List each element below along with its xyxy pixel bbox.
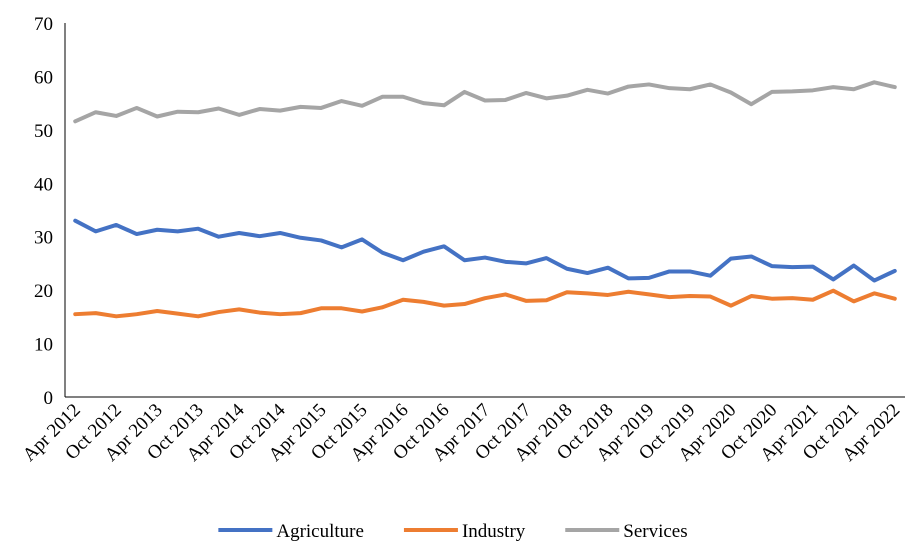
y-tick-label: 30 <box>34 228 53 249</box>
series-line <box>73 80 897 124</box>
y-tick-label: 60 <box>34 67 53 88</box>
series-line <box>73 218 897 283</box>
legend-label: Services <box>623 521 687 542</box>
y-tick-label: 20 <box>34 281 53 302</box>
y-tick-label: 70 <box>34 14 53 35</box>
y-tick-label: 0 <box>44 388 54 409</box>
legend-label: Industry <box>462 521 526 542</box>
series-line <box>73 288 897 319</box>
y-tick-label: 40 <box>34 174 53 195</box>
y-tick-label: 50 <box>34 121 53 142</box>
y-tick-label: 10 <box>34 335 53 356</box>
legend-label: Agriculture <box>276 521 364 542</box>
